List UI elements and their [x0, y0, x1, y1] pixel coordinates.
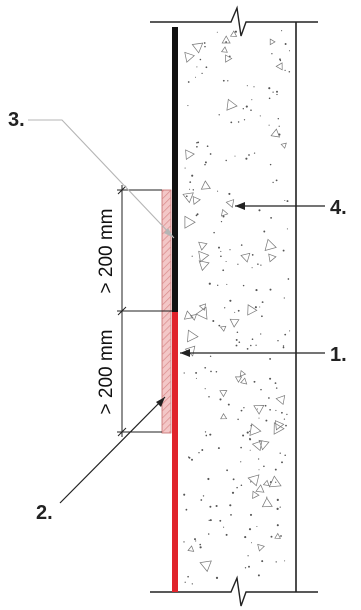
red-membrane [172, 312, 178, 592]
concrete-wall-fill [177, 22, 296, 592]
callout-3: 3. [8, 109, 25, 131]
concrete-aggregate [182, 30, 291, 585]
concrete-wall [177, 22, 297, 592]
dimension-lines [117, 185, 172, 437]
bottom-break-line [150, 575, 318, 607]
leader-3 [28, 119, 175, 239]
callout-4: 4. [330, 197, 347, 219]
callout-2: 2. [36, 502, 53, 524]
black-membrane [172, 27, 178, 312]
leader-4 [235, 202, 325, 210]
callout-1: 1. [330, 344, 347, 366]
leader-2 [59, 396, 166, 504]
top-break-line [150, 5, 318, 37]
leader-1 [180, 349, 325, 357]
dimension-lower-label: > 200 mm [96, 329, 117, 414]
dimension-upper-label: > 200 mm [96, 208, 117, 293]
